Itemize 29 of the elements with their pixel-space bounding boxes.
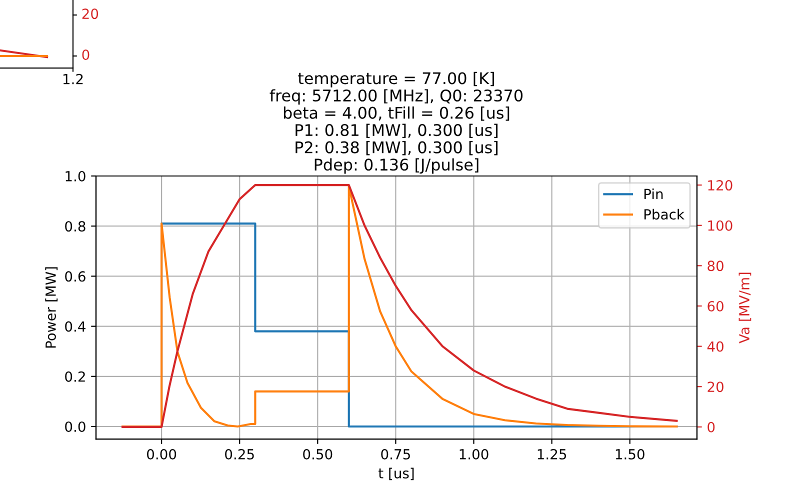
y2-tick-label: 0 <box>708 422 715 432</box>
x-tick-label: 1.00 <box>460 448 488 460</box>
text: 0 <box>82 50 90 60</box>
y2-tick-label: 60 <box>708 300 724 312</box>
y-tick-label: 0.2 <box>65 371 85 382</box>
y2-tick-label: 40 <box>707 341 724 352</box>
x-tick-label: 0.00 <box>147 448 176 460</box>
y2-tick-label: 120 <box>708 180 732 191</box>
x-tick-label: 0.75 <box>381 448 410 460</box>
chart-title: temperature = 77.00 [K] freq: 5712.00 [MHz], Q0: 23370 beta = 4.00, tFill = 0.26 [us] P1: 0.81 [MW], 0.300 [us] P2: 0.38 [MW], 0.300 [us] Pdep: 0.136 [J/pulse] <box>270 72 523 174</box>
y-tick-label: 0.0 <box>65 421 86 432</box>
y-tick-label: 0.8 <box>65 221 86 232</box>
legend-label: Pin <box>644 188 663 200</box>
x-tick-label: 0.25 <box>225 448 254 460</box>
x-tick-label: 0.50 <box>303 448 332 460</box>
text: 20 <box>82 8 98 20</box>
legend-label: Pback <box>644 208 684 220</box>
x-axis-title: t [us] <box>378 468 414 480</box>
y2-tick-label: 80 <box>708 260 724 272</box>
text: 1.2 <box>63 74 83 84</box>
y-tick-label: 1.0 <box>66 170 86 182</box>
y-tick-label: 0.6 <box>65 271 86 282</box>
y2-tick-label: 100 <box>708 220 732 231</box>
y-axis-title: Power [MW] <box>45 267 58 348</box>
y-tick-label: 0.4 <box>65 321 86 332</box>
y2-tick-label: 20 <box>708 382 724 392</box>
x-tick-label: 1.25 <box>538 448 566 460</box>
x-tick-label: 1.50 <box>616 448 644 460</box>
y2-axis-title: Va [MV/m] <box>738 272 752 344</box>
